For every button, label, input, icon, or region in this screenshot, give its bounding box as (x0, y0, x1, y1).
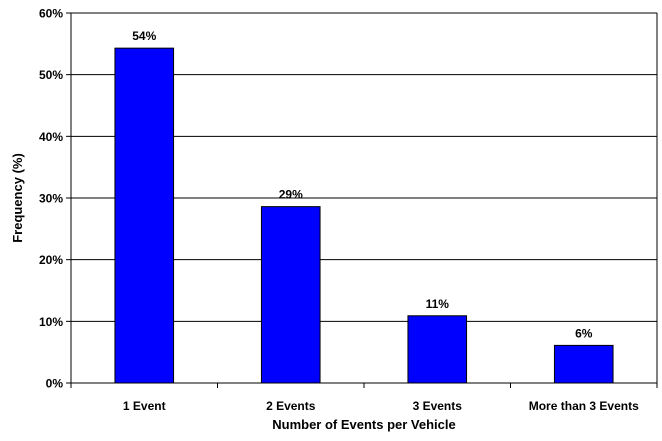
x-tick-label: 1 Event (123, 399, 166, 413)
data-label: 11% (426, 297, 450, 311)
axes (66, 12, 658, 388)
y-tick-label: 50% (39, 68, 63, 82)
y-tick-label: 20% (39, 253, 63, 267)
y-tick-label: 0% (46, 377, 64, 391)
bar-2 (260, 206, 321, 384)
bar-3 (407, 315, 468, 384)
labels: 0% 10% 20% 30% 40% 50% 60% 54% 1 Event 29% 2 Event… (39, 7, 639, 414)
data-label: 29% (279, 188, 303, 202)
bar-4 (553, 344, 614, 384)
y-tick-label: 30% (39, 192, 63, 206)
x-axis-title: Number of Events per Vehicle (272, 417, 456, 432)
y-tick-label: 10% (39, 315, 63, 329)
bars (114, 47, 614, 384)
y-tick-label: 40% (39, 130, 63, 144)
x-tick-label: 3 Events (413, 399, 463, 413)
bar-1 (114, 47, 175, 384)
y-tick-label: 60% (39, 7, 63, 21)
x-tick-label: 2 Events (266, 399, 316, 413)
y-axis-title: Frequency (%) (10, 153, 25, 243)
data-label: 54% (132, 29, 156, 43)
data-label: 6% (575, 326, 593, 340)
x-tick-label: More than 3 Events (529, 399, 639, 413)
